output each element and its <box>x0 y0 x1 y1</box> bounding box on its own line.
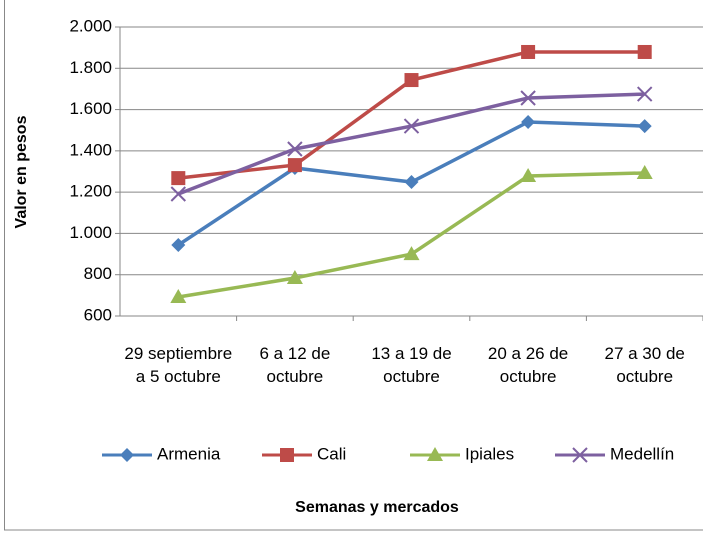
y-tick-label: 600 <box>84 305 112 324</box>
data-point <box>403 246 420 261</box>
data-point <box>170 289 187 304</box>
data-point <box>404 175 419 190</box>
legend-label: Armenia <box>157 444 221 463</box>
x-axis-title: Semanas y mercados <box>295 499 459 516</box>
legend-marker <box>427 447 443 461</box>
data-point <box>520 168 537 183</box>
legend-marker <box>120 448 134 462</box>
data-point <box>286 270 303 285</box>
data-point <box>287 141 303 157</box>
data-point <box>636 86 653 102</box>
x-tick-label: 6 a 12 de octubre <box>259 344 331 386</box>
data-point <box>287 158 302 173</box>
y-tick-label: 1.400 <box>69 140 112 159</box>
y-tick-label: 1.600 <box>69 99 112 118</box>
data-point <box>637 44 652 59</box>
legend-label: Medellín <box>610 444 674 463</box>
data-point <box>171 171 186 186</box>
x-tick-label: 13 a 19 de octubre <box>371 344 452 386</box>
data-point <box>521 44 536 59</box>
data-point <box>636 164 653 179</box>
legend-marker <box>572 447 588 463</box>
data-point <box>171 237 186 252</box>
y-tick-label: 1.200 <box>69 182 112 201</box>
series-line <box>178 171 645 299</box>
data-point <box>521 114 536 129</box>
chart-border <box>4 0 703 531</box>
y-tick-label: 1.800 <box>69 58 112 77</box>
data-point <box>520 90 536 106</box>
data-point <box>404 73 419 88</box>
x-tick-label: 29 septiembre a 5 octubre <box>124 344 233 386</box>
y-tick-label: 2.000 <box>69 16 112 35</box>
legend-label: Ipiales <box>465 444 514 463</box>
data-point <box>403 118 420 134</box>
legend-label: Cali <box>317 444 346 463</box>
series-line <box>178 50 645 180</box>
x-tick-label: 20 a 26 de octubre <box>487 344 569 386</box>
data-point <box>637 119 652 134</box>
y-tick-label: 1.000 <box>69 223 112 242</box>
legend-marker <box>280 448 294 462</box>
data-point <box>170 186 187 202</box>
y-axis-title: Valor en pesos <box>13 115 30 228</box>
x-tick-label: 27 a 30 de octubre <box>604 344 685 386</box>
y-tick-label: 800 <box>84 264 112 283</box>
